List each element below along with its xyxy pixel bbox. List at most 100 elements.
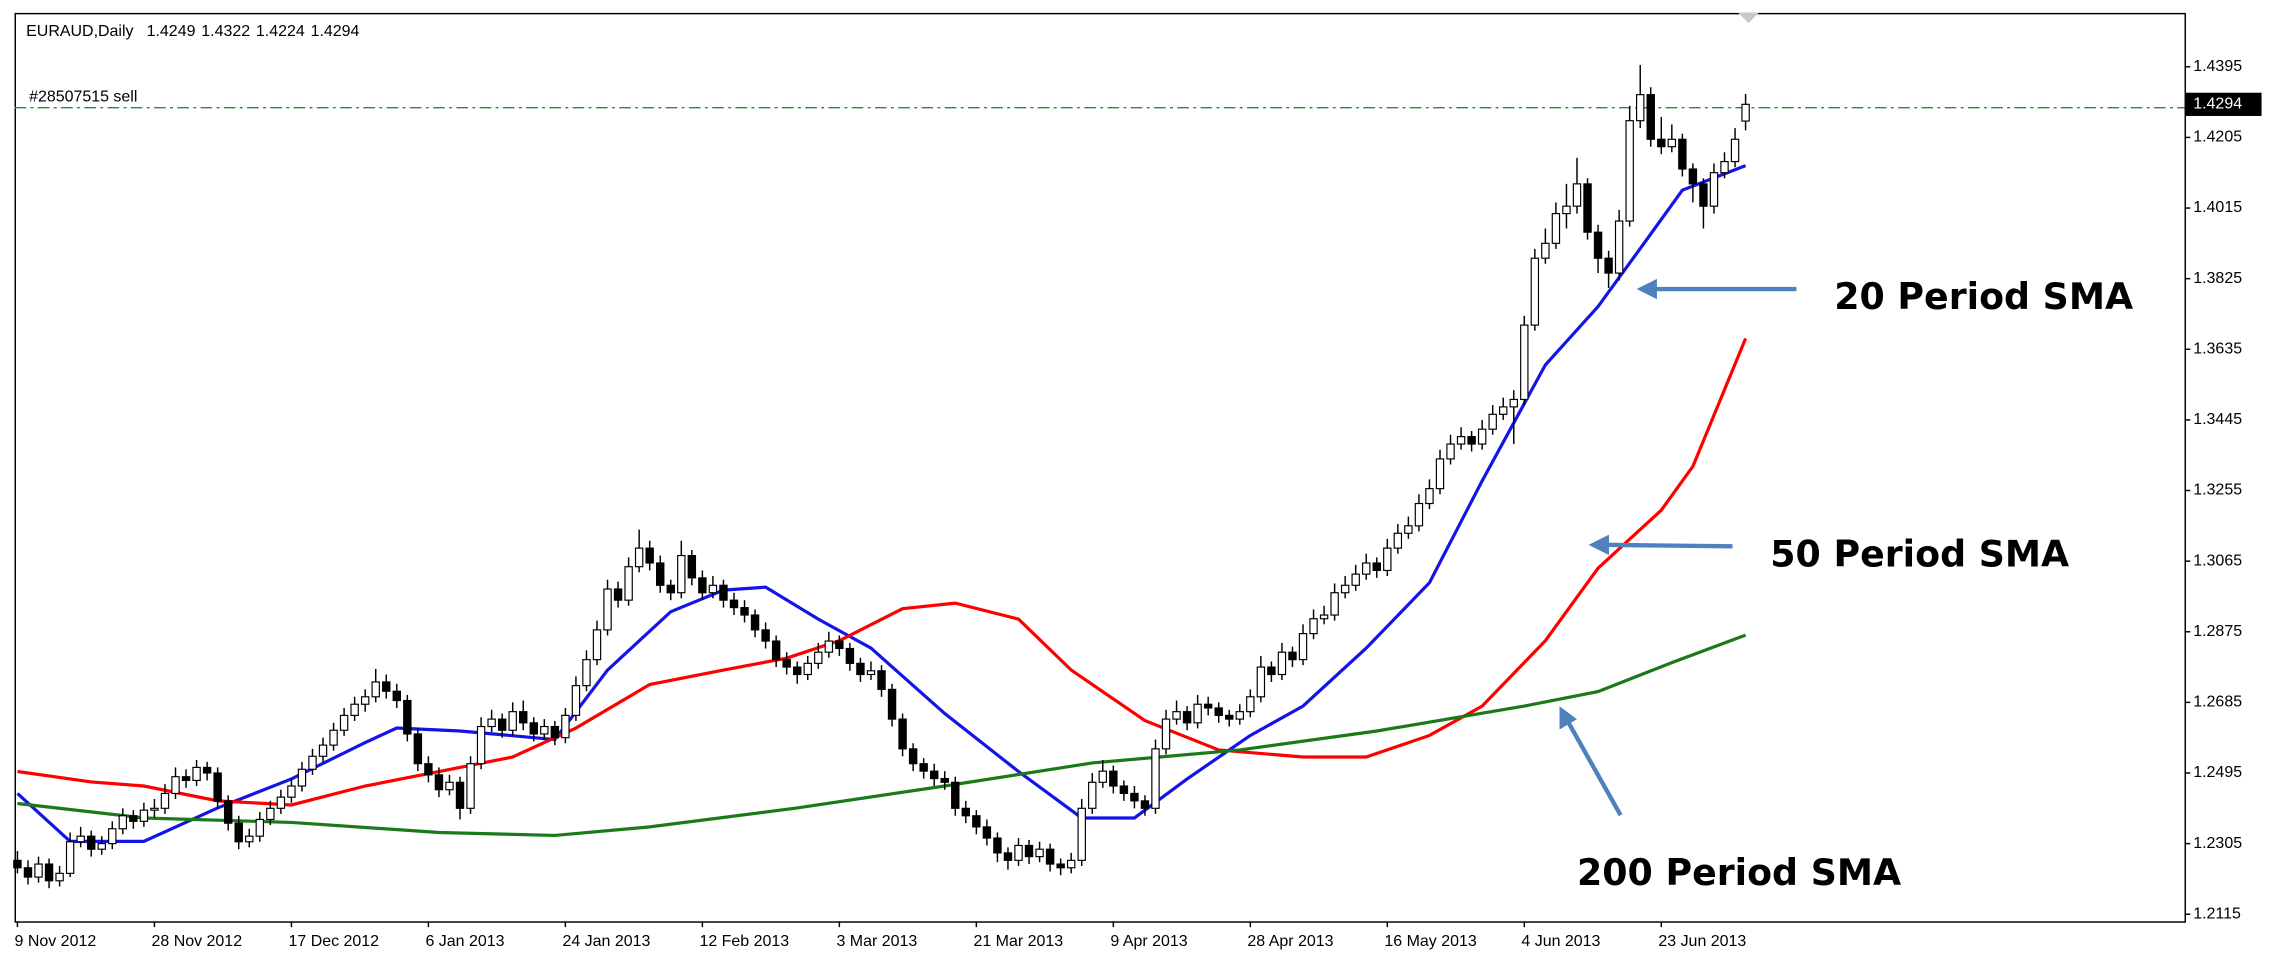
candle-body (529, 722, 538, 735)
candle-body (1151, 748, 1160, 809)
candle-body (308, 755, 317, 770)
candle-body (497, 718, 507, 731)
candle-body (1225, 714, 1234, 720)
candle-body (1604, 257, 1613, 274)
y-tick-label: 1.2495 (2193, 764, 2242, 781)
candle-body (592, 629, 602, 661)
candle-body (1404, 525, 1413, 534)
candle-body (150, 807, 159, 811)
y-tick-label: 1.3825 (2193, 270, 2242, 287)
marks: 1.4395 1.4205 1.4015 1.3825 1.3635 1.3445 1.32… (13, 58, 2262, 950)
sma-line (16, 164, 1747, 843)
candle-body (561, 714, 570, 739)
candle-body (1520, 324, 1529, 401)
candle-body (413, 733, 423, 765)
candle-body (1024, 844, 1034, 858)
candle-body (371, 681, 380, 698)
candle-body (1098, 770, 1108, 783)
open: 1.4249 (147, 23, 196, 40)
candle-body (571, 685, 581, 716)
price-box (2185, 92, 2262, 116)
candle-body (1562, 205, 1571, 215)
candle-body (65, 841, 75, 874)
candle-body (508, 711, 517, 731)
y-tick-label: 1.2875 (2193, 623, 2242, 640)
candle-body (729, 599, 739, 609)
candle-body (350, 703, 359, 716)
candle-body (1456, 436, 1466, 445)
candle-body (1267, 666, 1276, 676)
candle-body (171, 776, 180, 795)
y-tick-label: 1.4395 (2193, 58, 2242, 75)
candle-body (1077, 807, 1086, 861)
annotation: 200 Period SMA (1577, 851, 1901, 894)
candle-body (708, 584, 718, 594)
candle-body (782, 659, 791, 668)
y-tick-label: 1.3255 (2193, 482, 2242, 499)
x-tick-label: 21 Mar 2013 (973, 933, 1063, 950)
candle-body (645, 547, 654, 564)
candle-body (1383, 547, 1392, 572)
candle-body (1045, 848, 1055, 865)
candle-body (466, 763, 475, 809)
candle-body (392, 690, 402, 702)
candle-body (803, 662, 812, 676)
candle-body (1372, 562, 1381, 572)
candle-body (139, 809, 149, 822)
candle-body (919, 763, 928, 772)
candle-body (1741, 103, 1750, 122)
candle-body (1551, 213, 1561, 244)
candle-body (1635, 94, 1645, 122)
candle-body (961, 807, 971, 817)
x-tick-label: 17 Dec 2012 (289, 933, 380, 950)
candle-body (213, 772, 222, 802)
candle-body (877, 670, 886, 690)
candle-body (866, 670, 876, 676)
plot-frame (14, 12, 2186, 923)
candle-body (687, 554, 697, 579)
candle-body (972, 815, 981, 828)
price-label: 1.4294 (2193, 96, 2242, 113)
candle-body (34, 863, 43, 878)
x-tick-label: 9 Nov 2012 (15, 933, 97, 950)
candle-body (634, 547, 644, 568)
candle-body (1572, 183, 1582, 207)
candle-body (1214, 707, 1223, 716)
candle-body (1340, 584, 1350, 594)
candle-body (1477, 428, 1487, 445)
candle-body (1288, 651, 1297, 661)
symbol: EURAUD,Daily (26, 23, 133, 40)
candle-body (1688, 168, 1698, 185)
y-tick-label: 1.4015 (2193, 199, 2242, 216)
candle-body (1172, 711, 1181, 720)
candle-body (160, 792, 170, 809)
candle-body (1014, 844, 1023, 861)
candle-body (1678, 138, 1687, 170)
candle-body (656, 562, 665, 586)
candle-body (771, 640, 781, 661)
candle-body (666, 584, 675, 594)
candle-body (1140, 800, 1150, 809)
y-tick-label: 1.3065 (2193, 552, 2242, 569)
candle-body (329, 729, 338, 746)
x-tick-label: 9 Apr 2013 (1110, 933, 1187, 950)
candle-body (1467, 436, 1476, 445)
candle-body (1393, 532, 1403, 549)
candle-body (1362, 562, 1371, 575)
candle-body (1699, 183, 1708, 207)
candle-body (97, 843, 106, 850)
candle-body (698, 577, 707, 594)
candle-body (1330, 592, 1339, 616)
candle-body (1625, 120, 1634, 222)
candle-body (1035, 848, 1044, 858)
candle-body (360, 696, 370, 705)
candle-body (13, 859, 22, 869)
candle-body (845, 647, 855, 664)
candle-body (1667, 138, 1677, 148)
candle-body (1646, 94, 1655, 140)
candle-body (1182, 711, 1192, 724)
candle-body (318, 744, 328, 757)
candle-body (887, 688, 897, 720)
x-tick-label: 4 Jun 2013 (1521, 933, 1600, 950)
y-tick-label: 1.4205 (2193, 129, 2242, 146)
